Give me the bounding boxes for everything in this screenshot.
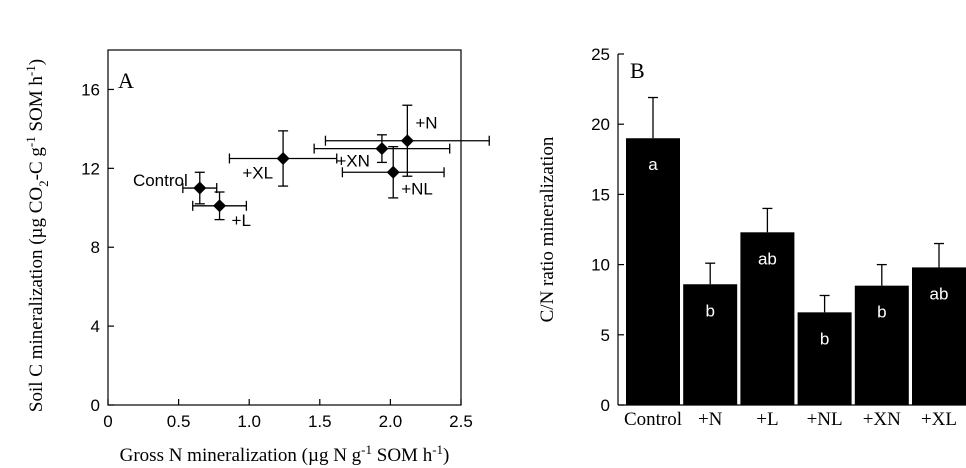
panel-a-x-tick-label: 0.5 <box>167 412 191 431</box>
panel-a-x-tick-label: 2.0 <box>379 412 403 431</box>
panel-b-bar <box>740 232 795 405</box>
panel-a-data-point <box>386 165 400 179</box>
panel-a-scatter: 0 0.5 1.0 1.5 2.0 2.5 0 4 8 12 16 Control +L +XL +XN +… <box>23 49 490 466</box>
panel-b-bar-letter: ab <box>930 284 949 303</box>
panel-a-ticks: 0 0.5 1.0 1.5 2.0 2.5 0 4 8 12 16 <box>81 80 473 431</box>
panel-a-data-point <box>276 151 290 165</box>
panel-b-y-tick-label: 25 <box>591 45 610 64</box>
panel-b-bar-letter: b <box>877 303 886 322</box>
panel-b-bars: a Control b +N ab +L b +NL b +XN ab +XL <box>624 96 966 430</box>
panel-a-point-label: +L <box>232 211 251 230</box>
panel-b-y-tick-label: 5 <box>601 326 610 345</box>
panel-a-x-tick-label: 1.5 <box>308 412 332 431</box>
panel-b-bar-letter: a <box>648 155 658 174</box>
panel-a-data-point <box>213 199 227 213</box>
panel-b-label: B <box>630 58 645 83</box>
panel-b-category-label: +L <box>756 409 778 430</box>
panel-b-bar <box>854 285 909 405</box>
panel-b-bar <box>797 312 852 405</box>
panel-a-y-tick-label: 4 <box>91 317 100 336</box>
panel-a-y-tick-label: 12 <box>81 159 100 178</box>
panel-a-axes-frame <box>107 49 462 406</box>
panel-a-x-axis-label: Gross N mineralization (µg N g-1 SOM h-1… <box>120 442 450 466</box>
panel-a-point-label: +XN <box>336 152 370 171</box>
panel-b-bar <box>683 284 738 405</box>
panel-a-data-point <box>193 181 207 195</box>
panel-b-bar <box>626 138 680 406</box>
panel-a-point-label: +NL <box>401 179 433 198</box>
panel-a-data-point <box>375 142 389 156</box>
panel-a-y-tick-label: 8 <box>91 238 100 257</box>
panel-a-x-tick-label: 1.0 <box>237 412 261 431</box>
panel-a-point-label: +N <box>415 114 437 133</box>
panel-a-x-tick-label: 2.5 <box>449 412 473 431</box>
panel-a-y-axis-label: Soil C mineralization (µg CO2-C g-1 SOM … <box>23 59 51 412</box>
panel-b-bar-letter: ab <box>758 249 777 268</box>
panel-a-point-label: Control <box>133 171 188 190</box>
panel-b-bar-letter: b <box>820 329 829 348</box>
panel-a-y-tick-label: 0 <box>91 396 100 415</box>
panel-b-category-label: +XL <box>921 409 957 430</box>
panel-b-category-label: +XN <box>863 409 901 430</box>
panel-a-y-tick-label: 16 <box>81 80 100 99</box>
panel-b-y-tick-label: 10 <box>591 256 610 275</box>
panel-a-label: A <box>118 68 134 93</box>
panel-b-y-tick-label: 20 <box>591 115 610 134</box>
panel-b-bar <box>912 267 966 405</box>
panel-b-y-axis-label: C/N ratio mineralization <box>537 136 558 322</box>
panel-b-category-label: +N <box>698 409 723 430</box>
panel-b-category-label: +NL <box>807 409 843 430</box>
panel-a-point-label: +XL <box>242 163 273 182</box>
panel-a-data-point <box>400 134 414 148</box>
panel-b-category-label: Control <box>624 409 682 430</box>
panel-b-y-tick-label: 0 <box>601 396 610 415</box>
panel-a-x-tick-label: 0 <box>103 412 112 431</box>
panel-b-bar-letter: b <box>705 301 714 320</box>
panel-b-y-tick-label: 15 <box>591 185 610 204</box>
panel-a-points: Control +L +XL +XN +NL +N <box>133 104 490 230</box>
